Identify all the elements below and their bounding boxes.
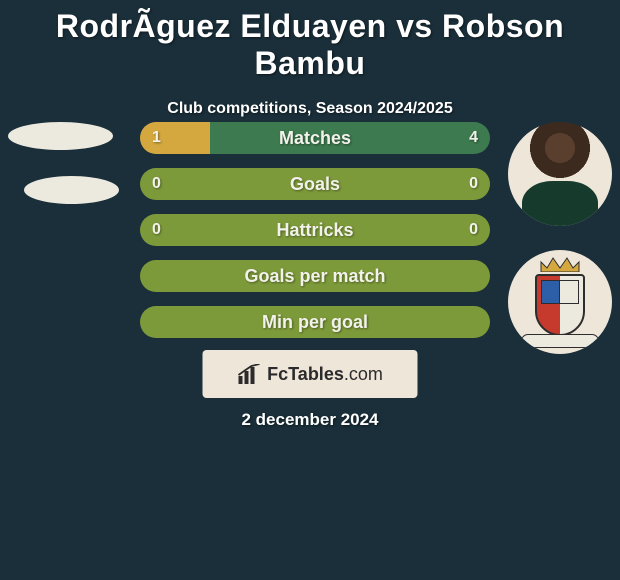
stat-value-right: 0 [469,214,478,246]
brand-badge: FcTables.com [203,350,418,398]
stat-value-right: 4 [469,122,478,154]
stat-label: Min per goal [140,306,490,338]
stat-row: Min per goal [140,306,490,338]
team-left-crest-placeholder [24,176,119,204]
stat-value-left: 0 [152,168,161,200]
subtitle: Club competitions, Season 2024/2025 [0,100,620,118]
stat-label: Hattricks [140,214,490,246]
brand-ext: .com [344,364,383,384]
comparison-rows: Matches14Goals00Hattricks00Goals per mat… [140,122,490,352]
stat-value-left: 1 [152,122,161,154]
team-right-crest [508,250,612,354]
player-left-avatar-placeholder [8,122,113,150]
stat-label: Matches [140,122,490,154]
bar-chart-icon [237,364,261,384]
crest-banner [521,334,599,348]
crown-icon [539,256,581,272]
stat-row: Matches1 4 [140,122,490,154]
stat-value-right: 0 [469,168,478,200]
stat-label: Goals [140,168,490,200]
page-title: RodrÃ­guez Elduayen vs Robson Bambu [0,0,620,82]
brand-text: FcTables.com [267,364,383,385]
shield-icon [535,274,585,336]
date-text: 2 december 2024 [0,410,620,430]
stat-label: Goals per match [140,260,490,292]
stat-row: Hattricks0 0 [140,214,490,246]
brand-name: FcTables [267,364,344,384]
stat-row: Goals per match [140,260,490,292]
stat-value-left: 0 [152,214,161,246]
player-right-avatar [508,122,612,226]
stat-row: Goals0 0 [140,168,490,200]
